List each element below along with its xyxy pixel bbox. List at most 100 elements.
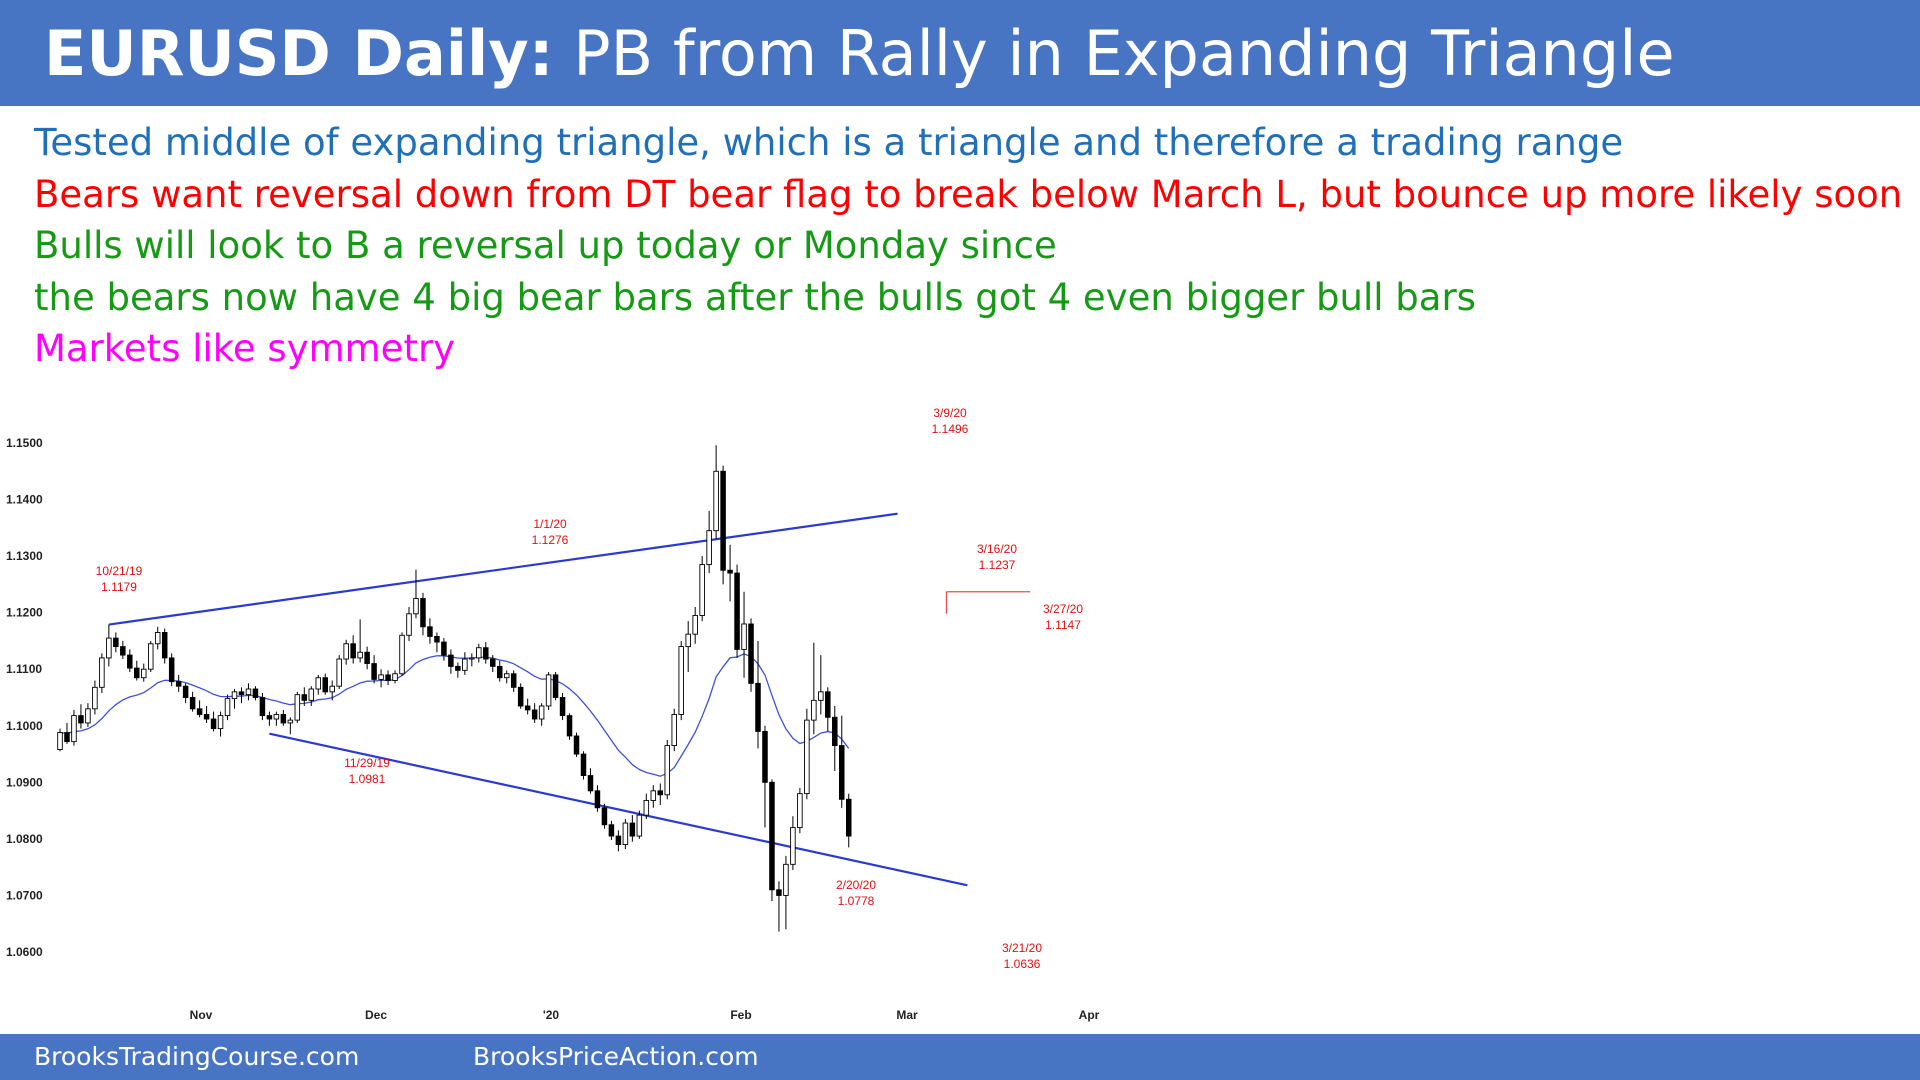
trendline-upper bbox=[108, 512, 898, 626]
candle-body-bear bbox=[629, 822, 636, 837]
note-5: Markets like symmetry bbox=[34, 327, 456, 370]
candle-body-bear bbox=[496, 665, 503, 679]
candle-body-bear bbox=[573, 735, 580, 755]
candle-body-bear bbox=[559, 697, 566, 717]
annotation-date: 3/9/20 bbox=[933, 406, 967, 420]
candle-body-bear bbox=[427, 626, 433, 637]
candle-body-bear bbox=[580, 753, 587, 776]
candle-body-bear bbox=[280, 714, 287, 724]
candle-body-bear bbox=[434, 635, 440, 643]
annotation-date: 2/20/20 bbox=[836, 878, 876, 892]
candle-body-bear bbox=[322, 677, 328, 693]
candle-body-bull bbox=[287, 719, 294, 724]
candle-body-bear bbox=[524, 705, 531, 711]
candle-body-bull bbox=[699, 564, 705, 616]
candle-body-bear bbox=[168, 657, 175, 683]
candle-body-bear bbox=[448, 654, 454, 667]
x-tick-label: Mar bbox=[896, 1008, 918, 1022]
candle-body-bull bbox=[797, 793, 803, 829]
annotation-price: 1.0778 bbox=[838, 894, 875, 908]
y-tick-label: 1.1300 bbox=[6, 549, 43, 563]
candle-body-bear bbox=[734, 572, 740, 650]
candle-body-bull bbox=[85, 708, 91, 724]
y-tick-label: 1.1000 bbox=[6, 719, 43, 733]
annotation-date: 1/1/20 bbox=[533, 517, 567, 531]
candle-body-bear bbox=[252, 688, 259, 698]
candle-body-bear bbox=[196, 708, 203, 715]
candle-body-bear bbox=[720, 470, 726, 571]
note-3: Bulls will look to B a reversal up today… bbox=[34, 224, 1057, 267]
y-tick-label: 1.1200 bbox=[6, 606, 43, 620]
annotation-date: 3/27/20 bbox=[1043, 602, 1083, 616]
candle-body-bear bbox=[832, 716, 838, 747]
note-4: the bears now have 4 big bear bars after… bbox=[34, 275, 1476, 319]
x-tick-label: Apr bbox=[1079, 1008, 1100, 1022]
candle-body-bull bbox=[713, 470, 719, 532]
candle-body-bear bbox=[64, 732, 70, 743]
note-2: Bears want reversal down from DT bear fl… bbox=[34, 172, 1903, 216]
candle-body-bull bbox=[622, 822, 629, 845]
annotation-date: 3/16/20 bbox=[977, 542, 1017, 556]
candle-body-bear bbox=[587, 775, 594, 792]
candle-body-bull bbox=[273, 714, 280, 720]
candle-body-bull bbox=[678, 646, 684, 715]
footer-bar: BrooksTradingCourse.com BrooksPriceActio… bbox=[0, 1034, 1920, 1080]
candle-body-bear bbox=[608, 824, 615, 837]
x-tick-label: Nov bbox=[190, 1008, 213, 1022]
y-tick-label: 1.0700 bbox=[6, 888, 43, 902]
candle-body-bull bbox=[336, 658, 342, 687]
candle-body-bear bbox=[420, 598, 426, 628]
candle-body-bull bbox=[343, 643, 349, 660]
candle-body-bear bbox=[113, 637, 119, 648]
title-bar: EURUSD Daily: PB from Rally in Expanding… bbox=[0, 0, 1920, 106]
note-1: Tested middle of expanding triangle, whi… bbox=[34, 121, 1624, 164]
candle-body-bear bbox=[769, 781, 775, 891]
candle-body-bear bbox=[762, 730, 768, 783]
y-tick-label: 1.1100 bbox=[6, 662, 42, 676]
candle-body-bear bbox=[657, 790, 664, 796]
candle-body-bull bbox=[706, 530, 712, 566]
candle-body-bull bbox=[57, 732, 63, 750]
candle-body-bull bbox=[308, 688, 315, 701]
candle-body-bull bbox=[99, 657, 105, 688]
candle-body-bear bbox=[727, 569, 733, 574]
candle-body-bear bbox=[120, 646, 126, 656]
candle-body-bull bbox=[406, 613, 412, 636]
candle-body-bull bbox=[818, 691, 824, 701]
candle-body-bear bbox=[350, 643, 356, 659]
title-subtitle: PB from Rally in Expanding Triangle bbox=[573, 17, 1675, 90]
candle-body-bear bbox=[510, 673, 517, 688]
title-symbol: EURUSD Daily: bbox=[44, 17, 554, 90]
candle-body-bull bbox=[378, 674, 384, 680]
candle-body-bull bbox=[106, 637, 112, 659]
candle-body-bull bbox=[476, 647, 482, 659]
candle-body-bear bbox=[259, 697, 266, 717]
candle-body-bear bbox=[566, 715, 573, 737]
footer-site-left[interactable]: BrooksTradingCourse.com bbox=[34, 1042, 360, 1071]
page-title: EURUSD Daily: PB from Rally in Expanding… bbox=[44, 14, 1675, 94]
candle-body-bull bbox=[664, 745, 671, 796]
candle-body-bear bbox=[490, 658, 496, 667]
candle-body-bear bbox=[517, 686, 524, 707]
candle-body-bear bbox=[182, 685, 189, 698]
candle-body-bull bbox=[503, 673, 510, 679]
candle-body-bull bbox=[217, 715, 224, 730]
x-tick-label: Dec bbox=[365, 1008, 387, 1022]
candle-body-bull bbox=[92, 686, 98, 710]
candle-body-bull bbox=[147, 643, 154, 670]
candle-body-bull bbox=[671, 714, 677, 747]
candle-body-bull bbox=[545, 674, 552, 707]
footer-site-right[interactable]: BrooksPriceAction.com bbox=[473, 1042, 759, 1071]
candle-body-bear bbox=[238, 691, 245, 696]
candle-body-bear bbox=[203, 714, 210, 720]
candle-body-bear bbox=[175, 681, 182, 687]
candle-body-bear bbox=[594, 790, 601, 809]
candle-body-bull bbox=[294, 694, 301, 721]
candle-body-bull bbox=[224, 698, 231, 717]
candle-body-bull bbox=[741, 623, 747, 650]
annotation-price: 1.1147 bbox=[1045, 618, 1081, 632]
candle-body-bear bbox=[161, 632, 168, 659]
candle-body-bull bbox=[245, 688, 252, 696]
moving-average-line bbox=[59, 653, 850, 777]
candle-body-bull bbox=[636, 814, 643, 837]
